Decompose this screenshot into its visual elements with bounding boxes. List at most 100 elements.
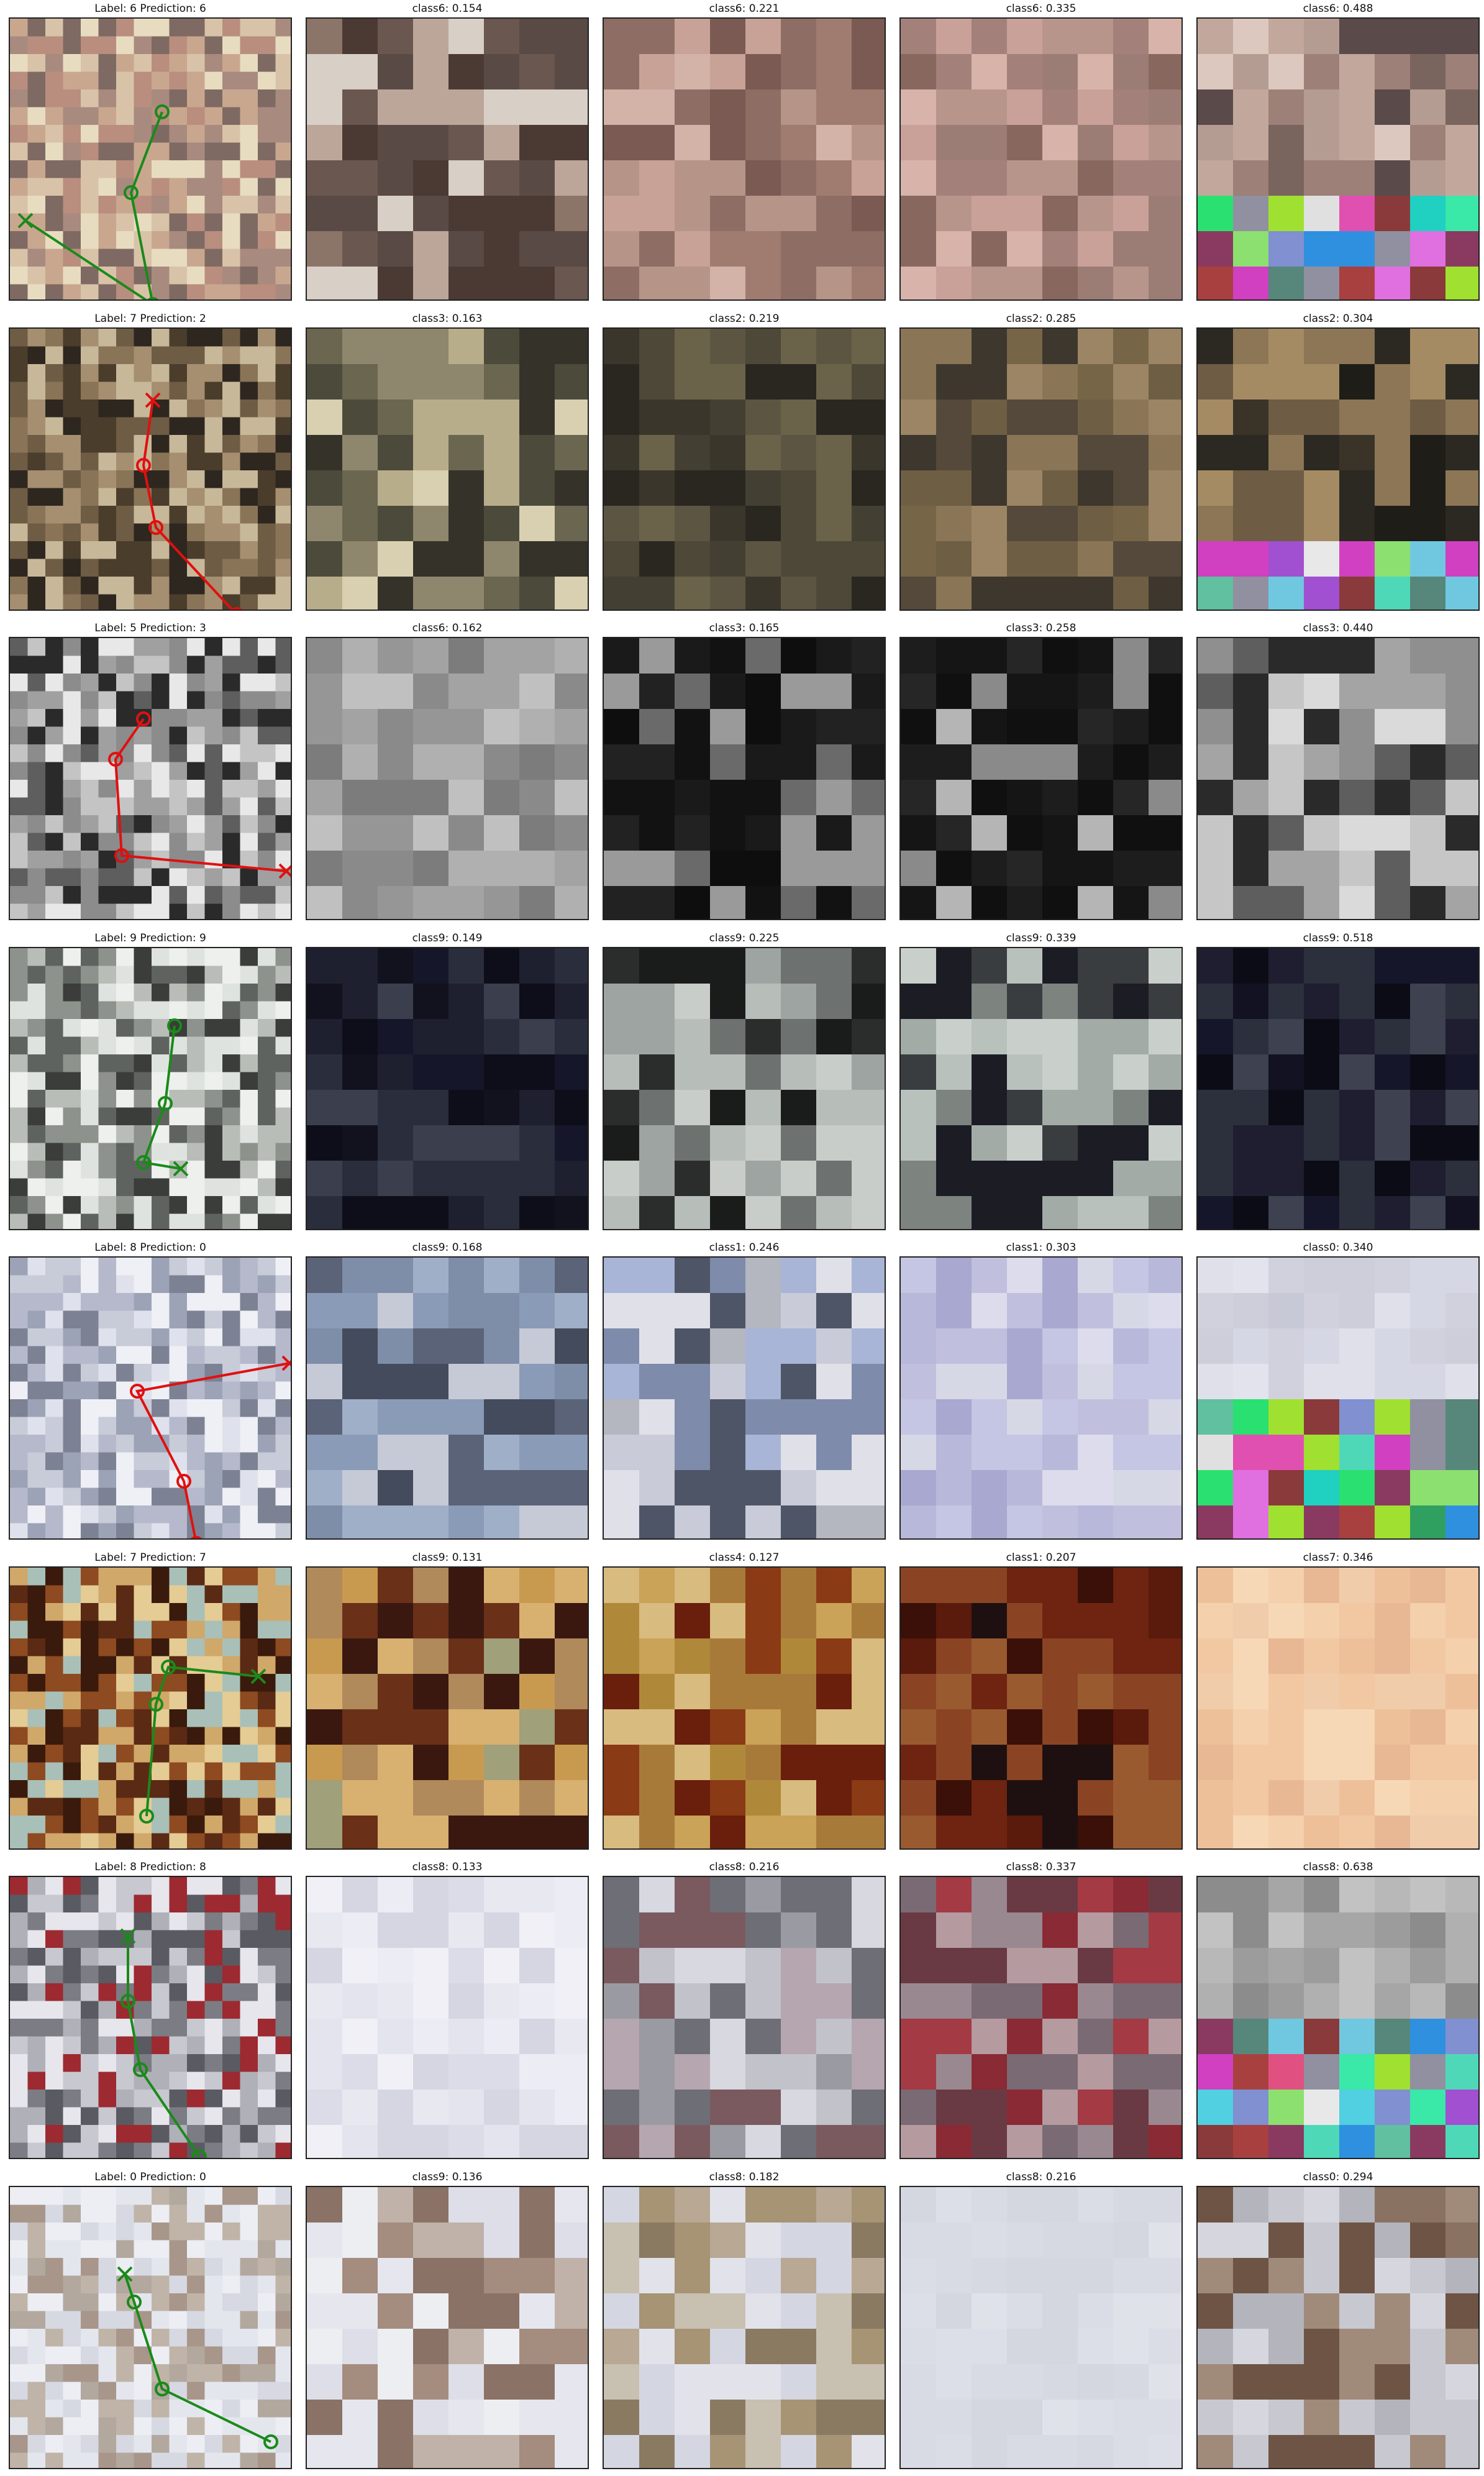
pixel-grid (1198, 638, 1478, 919)
sample-image-panel (9, 1256, 292, 1540)
pixel-cell (169, 674, 188, 692)
pixel-cell (1445, 364, 1478, 400)
pixel-cell (639, 231, 675, 267)
pixel-cell (152, 762, 170, 780)
pixel-cell (152, 178, 170, 196)
pixel-cell (204, 2187, 223, 2206)
pixel-cell (152, 1487, 170, 1506)
pixel-cell (781, 1674, 817, 1710)
pixel-cell (448, 2293, 485, 2329)
pixel-cell (116, 1293, 135, 1312)
pixel-cell (116, 780, 135, 798)
pixel-cell (1113, 1912, 1149, 1948)
pixel-cell (98, 364, 117, 383)
pixel-cell (169, 2258, 188, 2277)
pixel-cell (1149, 506, 1181, 542)
pixel-cell (258, 1381, 276, 1400)
pixel-cell (81, 1930, 99, 1948)
pixel-cell (152, 1054, 170, 1073)
pixel-cell (152, 249, 170, 267)
pixel-cell (169, 1674, 188, 1693)
x-marker (281, 1355, 291, 1371)
pixel-cell (484, 1780, 520, 1816)
pixel-cell (27, 1161, 46, 1179)
pixel-cell (1410, 1877, 1446, 1913)
pixel-cell (1198, 125, 1234, 161)
pixel-cell (169, 284, 188, 299)
pixel-cell (116, 966, 135, 984)
pixel-cell (555, 1745, 588, 1781)
pixel-cell (116, 1948, 135, 1967)
pixel-cell (27, 1620, 46, 1639)
pixel-cell (604, 1948, 640, 1984)
pixel-cell (152, 89, 170, 108)
pixel-cell (1304, 160, 1340, 196)
pixel-cell (972, 1816, 1008, 1848)
pixel-cell (134, 1090, 152, 1108)
pixel-cell (98, 2054, 117, 2073)
pixel-cell (134, 1912, 152, 1931)
pixel-cell (63, 2382, 81, 2400)
pixel-cell (307, 1674, 343, 1710)
pixel-cell (555, 2019, 588, 2055)
pixel-cell (98, 1310, 117, 1329)
pixel-cell (275, 1568, 291, 1586)
pixel-cell (152, 1452, 170, 1471)
pixel-cell (275, 1364, 291, 1382)
pixel-cell (378, 2187, 414, 2223)
pixel-cell (240, 709, 258, 728)
pixel-cell (81, 1912, 99, 1931)
pixel-cell (204, 2204, 223, 2223)
pixel-cell (134, 1505, 152, 1524)
pixel-cell (258, 2142, 276, 2158)
pixel-cell (1113, 1568, 1149, 1604)
pixel-cell (10, 107, 29, 126)
pixel-cell (187, 2204, 206, 2223)
pixel-cell (519, 2435, 555, 2468)
pixel-cell (816, 1364, 852, 1400)
pixel-cell (98, 470, 117, 489)
pixel-cell (1339, 2054, 1375, 2090)
pixel-cell (555, 1709, 588, 1745)
pixel-cell (204, 1983, 223, 2002)
pixel-cell (710, 1912, 746, 1948)
pixel-cell (222, 231, 241, 250)
pixel-cell (169, 36, 188, 55)
pixel-cell (63, 594, 81, 610)
pixel-cell (187, 2222, 206, 2241)
pixel-cell (1304, 2329, 1340, 2365)
pixel-cell (169, 1983, 188, 2002)
pixel-cell (240, 54, 258, 73)
pixel-cell (413, 1709, 449, 1745)
pixel-cell (240, 1143, 258, 1161)
pixel-cell (10, 2258, 29, 2277)
heatmap-title: class9: 0.168 (412, 1241, 483, 1254)
pixel-cell (1078, 674, 1114, 710)
pixel-cell (604, 948, 640, 984)
pixel-cell (134, 1364, 152, 1382)
pixel-cell (342, 2435, 378, 2468)
pixel-cell (204, 1816, 223, 1834)
pixel-cell (852, 886, 885, 919)
pixel-cell (275, 1143, 291, 1161)
pixel-cell (240, 89, 258, 108)
pixel-cell (240, 1072, 258, 1090)
pixel-cell (63, 267, 81, 285)
pixel-cell (275, 2222, 291, 2241)
pixel-cell (972, 1603, 1008, 1639)
pixel-cell (901, 2019, 937, 2055)
pixel-cell (1113, 1816, 1149, 1848)
pixel-cell (307, 1125, 343, 1161)
pixel-cell (169, 249, 188, 267)
pixel-cell (152, 1001, 170, 1020)
pixel-cell (187, 1620, 206, 1639)
pixel-cell (258, 2329, 276, 2347)
pixel-cell (98, 2400, 117, 2418)
pixel-cell (901, 1745, 937, 1781)
pixel-cell (222, 2090, 241, 2108)
pixel-cell (342, 1816, 378, 1848)
pixel-cell (116, 833, 135, 851)
pixel-cell (675, 1161, 711, 1197)
pixel-cell (307, 400, 343, 436)
pixel-cell (448, 2329, 485, 2365)
